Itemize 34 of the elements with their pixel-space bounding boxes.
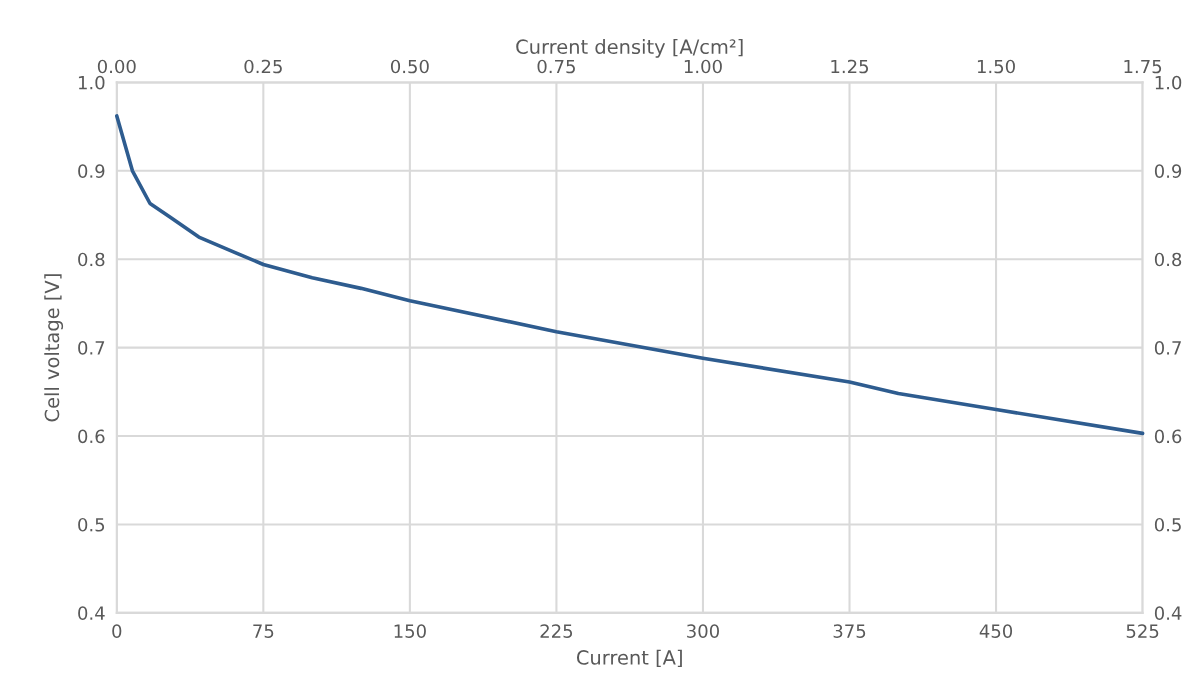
x2-tick-label: 0.75 [537,59,575,74]
y2-tick-label: 1.0 [1155,75,1182,90]
y-tick-label: 0.7 [78,341,105,355]
y2-tick-label: 0.6 [1154,429,1182,444]
y2-tick-label: 0.4 [1154,606,1182,620]
x2-axis-title: Current density [A/cm²] [516,39,743,58]
x-axis-title: Current [A] [576,649,682,668]
y2-tick-label: 0.7 [1154,341,1181,355]
x2-tick-label: 1.75 [1124,59,1162,74]
x2-tick-label: 1.00 [684,59,722,74]
x-tick-label: 75 [253,624,274,638]
x2-tick-label: 0.00 [97,59,136,74]
x-tick-label: 375 [833,624,866,638]
y-tick-label: 1.0 [78,75,105,90]
x2-tick-label: 0.50 [390,59,429,74]
y-tick-label: 0.4 [78,606,105,620]
y2-tick-label: 0.5 [1154,517,1181,532]
x-tick-label: 450 [979,624,1013,638]
y-axis-title: Cell voltage [V] [44,274,64,422]
y-tick-label: 0.6 [78,429,105,444]
x-tick-label: 300 [687,624,719,638]
y2-tick-label: 0.8 [1154,252,1182,267]
x2-tick-label: 1.25 [831,59,869,74]
x2-tick-label: 0.25 [244,59,282,74]
line-series [114,114,1145,436]
x-tick-label: 0 [112,624,122,638]
y2-tick-label: 0.9 [1154,164,1182,178]
x2-tick-label: 1.50 [977,59,1015,74]
x-tick-label: 150 [394,624,426,638]
x-tick-label: 525 [1126,624,1159,638]
x-tick-label: 225 [540,624,573,638]
y-tick-label: 0.5 [78,517,105,532]
y-tick-label: 0.8 [78,252,105,267]
y-tick-label: 0.9 [78,164,105,178]
